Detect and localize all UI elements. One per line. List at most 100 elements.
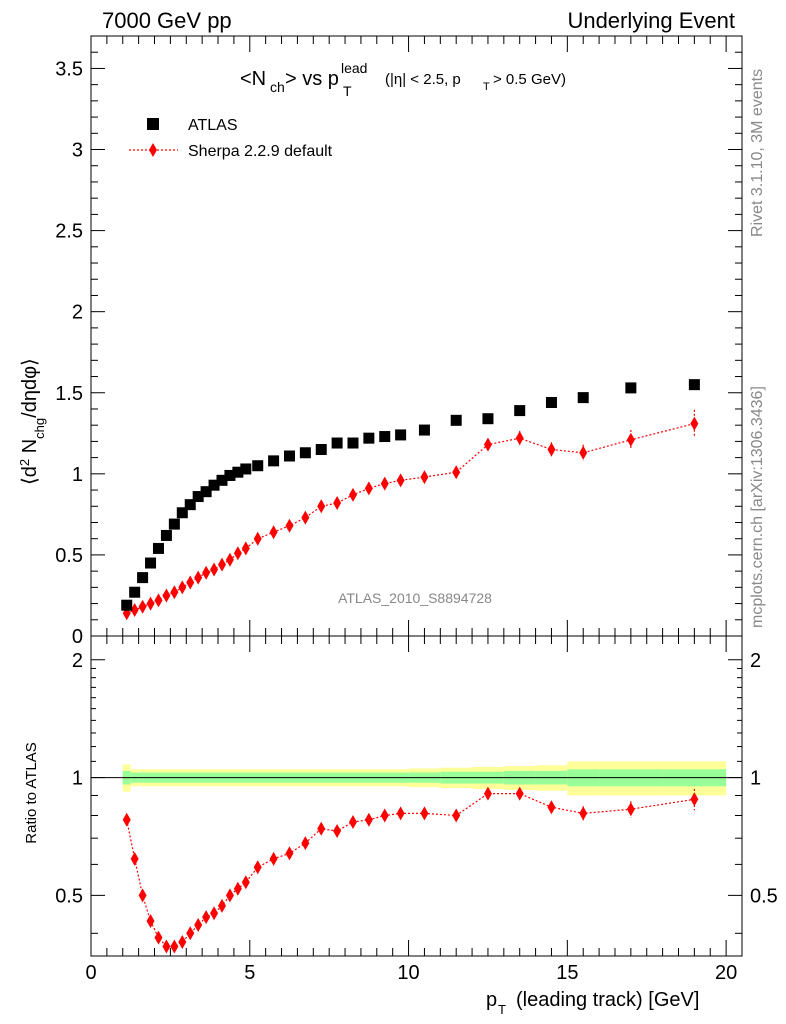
sherpa-point-main xyxy=(317,499,326,514)
sherpa-point-ratio xyxy=(348,814,357,829)
atlas-point xyxy=(514,405,526,417)
sherpa-point-main xyxy=(333,496,342,511)
sherpa-point-main xyxy=(162,588,171,603)
sherpa-point-main xyxy=(154,593,163,608)
sherpa-point-ratio xyxy=(122,812,131,827)
atlas-point xyxy=(363,432,375,444)
sherpa-point-main xyxy=(269,525,278,540)
atlas-point xyxy=(450,414,462,426)
sherpa-point-main xyxy=(202,565,211,580)
sherpa-line-main xyxy=(126,423,695,614)
ratio-bands-layer xyxy=(91,761,742,796)
title-cuts-t-sub: T xyxy=(483,81,490,93)
main-ytick-label: 0 xyxy=(72,626,83,648)
legend-label-atlas: ATLAS xyxy=(188,117,238,134)
legend-marker-sherpa xyxy=(149,143,157,157)
sherpa-point-ratio xyxy=(690,792,699,807)
sherpa-point-main xyxy=(253,531,262,546)
sherpa-point-ratio xyxy=(186,926,195,941)
title-nch-sub: ch xyxy=(270,79,285,95)
atlas-point xyxy=(216,474,228,486)
sherpa-point-ratio xyxy=(154,930,163,945)
sherpa-point-ratio xyxy=(333,824,342,839)
main-ytick-label: 3 xyxy=(72,140,83,162)
sherpa-point-main xyxy=(194,570,203,585)
x-axis-label: p T (leading track) [GeV] xyxy=(486,989,699,1017)
atlas-point xyxy=(252,460,264,472)
atlas-point xyxy=(331,437,343,449)
sherpa-point-main xyxy=(146,596,155,611)
atlas-point xyxy=(688,379,700,391)
atlas-point xyxy=(224,469,236,481)
main-series-layer xyxy=(121,379,700,621)
header-right: Underlying Event xyxy=(567,8,735,33)
sherpa-point-ratio xyxy=(138,888,147,903)
sherpa-point-ratio xyxy=(146,914,155,929)
sherpa-point-ratio xyxy=(285,846,294,861)
sherpa-line-ratio xyxy=(126,792,695,948)
sherpa-point-main xyxy=(225,552,234,567)
atlas-point xyxy=(152,542,164,554)
sherpa-point-ratio xyxy=(269,851,278,866)
sherpa-point-main xyxy=(515,431,524,446)
xlabel-t-sub: T xyxy=(498,1002,506,1017)
sherpa-point-main xyxy=(301,510,310,525)
sherpa-point-main xyxy=(130,603,139,618)
ratio-ytick-label-left: 2 xyxy=(72,650,83,672)
ratio-ylabel: Ratio to ATLAS xyxy=(23,742,40,843)
title-cuts-2: > 0.5 GeV) xyxy=(493,71,566,88)
sherpa-point-main xyxy=(233,546,242,561)
sherpa-point-ratio xyxy=(396,806,405,821)
sherpa-point-ratio xyxy=(301,836,310,851)
main-ytick-label: 1.5 xyxy=(55,383,83,405)
main-ytick-label: 3.5 xyxy=(55,58,83,80)
sherpa-point-ratio xyxy=(317,821,326,836)
ratio-ytick-label-right: 0.5 xyxy=(750,885,778,907)
ratio-xtick-label: 20 xyxy=(715,962,737,984)
side-text-top: Rivet 3.1.10, 3M events xyxy=(749,69,766,237)
main-title: <N ch > vs p lead T (|η| < 2.5, p T > 0.… xyxy=(240,60,566,99)
atlas-point xyxy=(545,396,557,408)
sherpa-point-ratio xyxy=(579,806,588,821)
main-ytick-label: 1 xyxy=(72,464,83,486)
sherpa-point-main xyxy=(348,487,357,502)
atlas-point xyxy=(232,466,244,478)
ratio-xtick-label: 15 xyxy=(556,962,578,984)
sherpa-point-ratio xyxy=(483,786,492,801)
atlas-point xyxy=(145,557,157,569)
sherpa-point-main xyxy=(170,585,179,600)
atlas-point xyxy=(379,431,391,443)
ratio-xtick-label: 0 xyxy=(85,962,96,984)
sherpa-point-ratio xyxy=(364,812,373,827)
sherpa-point-main xyxy=(452,465,461,480)
sherpa-point-main xyxy=(579,445,588,460)
sherpa-point-ratio xyxy=(452,808,461,823)
main-ytick-label: 2.5 xyxy=(55,221,83,243)
atlas-point xyxy=(137,572,149,584)
atlas-point xyxy=(418,424,430,436)
sherpa-point-main xyxy=(396,473,405,488)
sherpa-point-main xyxy=(178,580,187,595)
sherpa-point-ratio xyxy=(162,939,171,954)
ratio-ytick-label-left: 1 xyxy=(72,768,83,790)
atlas-point xyxy=(482,413,494,425)
atlas-point xyxy=(121,599,133,611)
sherpa-point-ratio xyxy=(210,906,219,921)
sherpa-point-main xyxy=(138,599,147,614)
sherpa-point-ratio xyxy=(202,910,211,925)
atlas-point xyxy=(268,455,280,467)
atlas-point xyxy=(168,518,180,530)
main-ylabel: ⟨d2 Nchg/dηdφ⟩ xyxy=(17,358,47,485)
ratio-ytick-label-right: 1 xyxy=(750,768,761,790)
sherpa-point-ratio xyxy=(253,860,262,875)
atlas-point xyxy=(200,486,212,498)
header-left: 7000 GeV pp xyxy=(102,8,232,33)
sherpa-point-main xyxy=(285,518,294,533)
ratio-series-layer xyxy=(122,786,699,954)
atlas-point xyxy=(160,529,172,541)
ratio-ytick-label-left: 0.5 xyxy=(55,885,83,907)
sherpa-point-ratio xyxy=(130,851,139,866)
atlas-point xyxy=(176,507,188,519)
sherpa-point-main xyxy=(364,481,373,496)
